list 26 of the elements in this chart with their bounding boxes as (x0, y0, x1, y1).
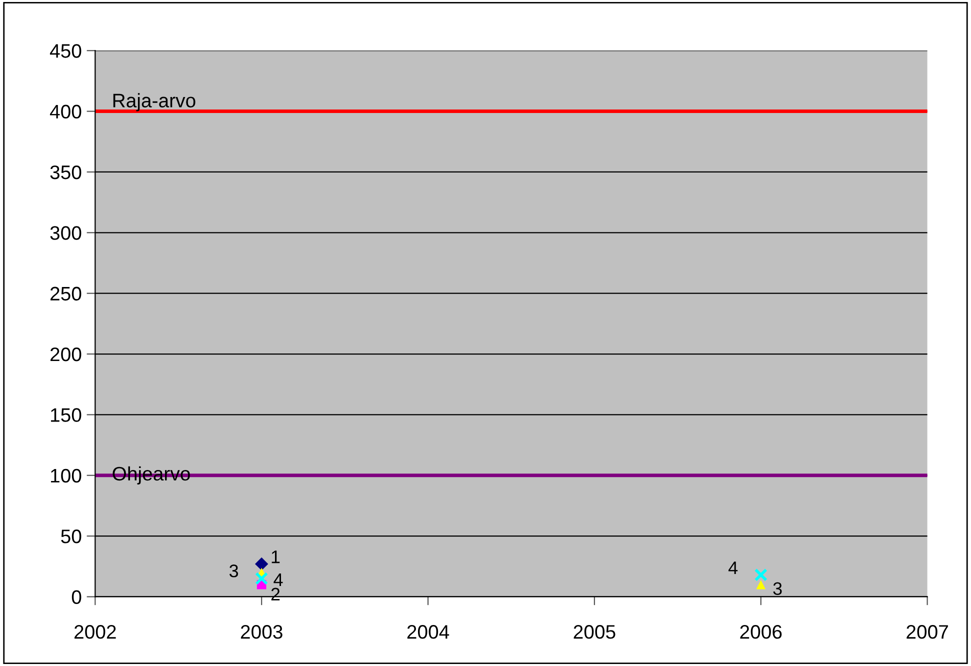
series-label: 3 (773, 582, 782, 595)
y-tick-label: 100 (51, 468, 82, 483)
x-tick-label: 2005 (574, 625, 616, 639)
series-label: 1 (272, 550, 280, 564)
point (255, 557, 268, 571)
x-tick-label: 2002 (74, 625, 116, 639)
series-label: 4 (274, 574, 283, 586)
y-tick-label: 300 (50, 226, 82, 240)
y-tick-label: 50 (61, 530, 82, 544)
text: 3 (229, 564, 238, 578)
y-tick-label: 150 (51, 408, 82, 422)
x-tick-label: 2006 (740, 625, 782, 639)
y-tick-label: 350 (50, 165, 82, 180)
ref-line-label: Raja-arvo (113, 93, 196, 112)
point (255, 572, 268, 586)
y-tick-label: 0 (72, 590, 82, 604)
y-tick-label: 400 (50, 104, 82, 119)
y-tick-label: 250 (50, 286, 82, 301)
x-tick-label: 2003 (240, 625, 282, 639)
x-tick-label: 2007 (906, 625, 948, 639)
point (756, 580, 766, 590)
y-tick-label: 450 (50, 44, 82, 58)
text: 4 (728, 562, 738, 574)
x-tick-label: 2004 (407, 625, 450, 639)
point (754, 568, 768, 582)
y-tick-label: 200 (50, 347, 82, 362)
